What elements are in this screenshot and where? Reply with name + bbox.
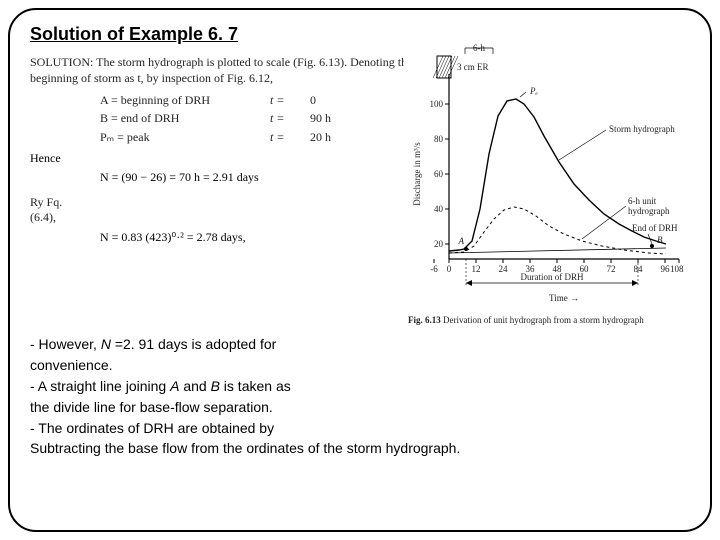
svg-text:96: 96: [661, 264, 671, 274]
def-t-1: t =: [270, 110, 310, 126]
body-p2-l1: - A straight line joining A and B is tak…: [30, 377, 390, 396]
figure-svg: 6-h3 cm ER20406080100-601224364860728496…: [404, 34, 684, 324]
svg-text:12: 12: [472, 264, 481, 274]
def-v-1: 90 h: [310, 110, 331, 126]
p2i2: B: [211, 378, 220, 394]
p2a: - A straight line joining: [30, 378, 170, 394]
slide-frame: Solution of Example 6. 7 SOLUTION: The s…: [8, 8, 712, 532]
figure-caption: Fig. 6.13 Derivation of unit hydrograph …: [408, 316, 684, 326]
svg-text:40: 40: [434, 204, 444, 214]
svg-text:100: 100: [430, 99, 444, 109]
svg-text:Duration of DRH: Duration of DRH: [521, 272, 584, 282]
svg-text:6-h unit: 6-h unit: [628, 196, 657, 206]
def-v-2: 20 h: [310, 129, 331, 145]
svg-text:B: B: [657, 235, 663, 245]
p1b: =2. 91 days is adopted for: [115, 336, 277, 352]
byeq-label: Ry Fq. (6.4),: [30, 195, 90, 226]
svg-text:3 cm ER: 3 cm ER: [457, 62, 489, 72]
body-p1-l2: convenience.: [30, 356, 390, 375]
p1i: N: [101, 336, 115, 352]
svg-text:80: 80: [434, 134, 444, 144]
p2b: and: [179, 378, 210, 394]
svg-text:0: 0: [447, 264, 452, 274]
figure-caption-bold: Fig. 6.13: [408, 315, 441, 325]
svg-text:72: 72: [607, 264, 616, 274]
def-t-2: t =: [270, 129, 310, 145]
svg-text:A: A: [458, 236, 465, 246]
body-text: - However, N =2. 91 days is adopted for …: [30, 335, 680, 458]
svg-text:24: 24: [499, 264, 509, 274]
solution-lead-2: beginning of storm as t, by inspection o…: [30, 71, 273, 85]
def-t-0: t =: [270, 92, 310, 108]
solution-lead-1: SOLUTION: The storm hydrograph is plotte…: [30, 55, 422, 69]
body-p3-l1: - The ordinates of DRH are obtained by: [30, 419, 680, 438]
def-lhs-0: A = beginning of DRH: [100, 92, 270, 108]
svg-text:Pₑ: Pₑ: [529, 86, 538, 96]
body-p1-l1: - However, N =2. 91 days is adopted for: [30, 335, 390, 354]
svg-text:End of DRH: End of DRH: [632, 223, 678, 233]
figure-6-13: 6-h3 cm ER20406080100-601224364860728496…: [404, 34, 684, 324]
def-lhs-2: Pₘ = peak: [100, 129, 270, 145]
def-v-0: 0: [310, 92, 316, 108]
svg-text:Time →: Time →: [549, 293, 579, 303]
svg-text:Discharge in m³/s: Discharge in m³/s: [412, 142, 422, 206]
body-p2-l2: the divide line for base-flow separation…: [30, 398, 390, 417]
svg-text:20: 20: [434, 239, 444, 249]
p1a: - However,: [30, 336, 101, 352]
def-lhs-1: B = end of DRH: [100, 110, 270, 126]
svg-text:60: 60: [434, 169, 444, 179]
body-p3-l2: Subtracting the base flow from the ordin…: [30, 439, 680, 458]
svg-text:Storm hydrograph: Storm hydrograph: [609, 124, 675, 134]
svg-text:108h: 108h: [670, 264, 684, 274]
figure-caption-rest: Derivation of unit hydrograph from a sto…: [441, 315, 644, 325]
svg-text:hydrograph: hydrograph: [628, 206, 670, 216]
p2c: is taken as: [220, 378, 291, 394]
svg-text:-6: -6: [430, 264, 438, 274]
